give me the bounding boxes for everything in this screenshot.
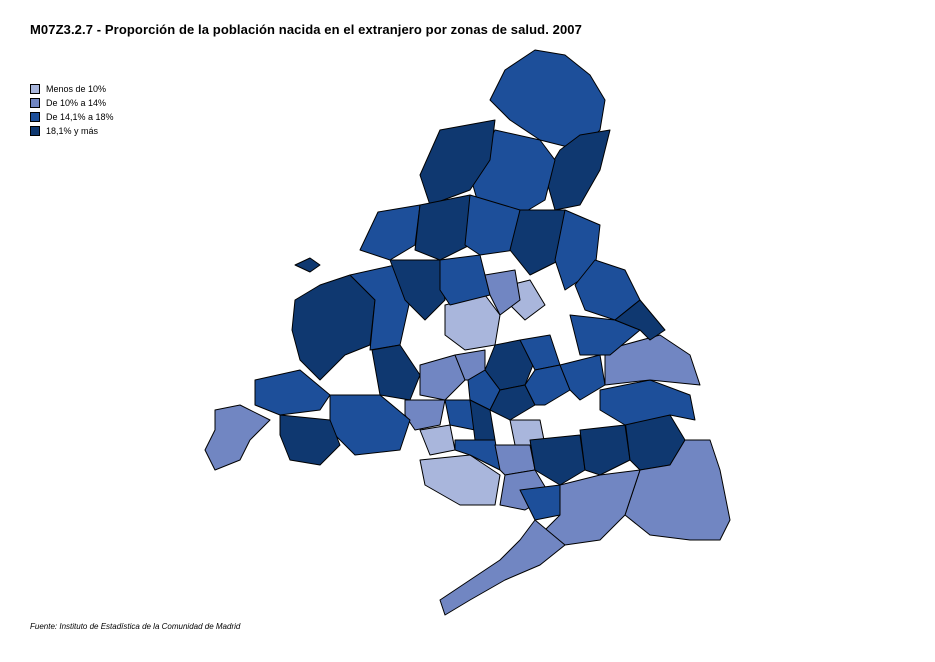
legend-swatch	[30, 84, 40, 94]
zone-wc-2	[454, 349, 486, 381]
legend-item-14-18: De 14,1% a 18%	[30, 110, 114, 124]
zone-north-west	[419, 119, 496, 206]
zone-madrid-core-4	[489, 384, 536, 421]
zone-southeast-large	[624, 439, 731, 541]
zone-southwest-1	[254, 369, 331, 416]
zone-east-5	[614, 299, 666, 341]
zone-se-1	[529, 434, 586, 486]
map-legend: Menos de 10% De 10% a 14% De 14,1% a 18%…	[30, 82, 114, 138]
legend-item-menos-10: Menos de 10%	[30, 82, 114, 96]
zone-upper-mid	[464, 194, 521, 256]
zone-east-4	[569, 314, 641, 356]
zone-upper-west-2	[414, 194, 471, 261]
zone-south-1	[454, 439, 501, 471]
zone-wc-3	[404, 399, 446, 431]
legend-label: De 10% a 14%	[46, 98, 107, 108]
zone-east-3	[604, 334, 701, 386]
legend-swatch	[30, 98, 40, 108]
zone-upper-east	[509, 209, 566, 276]
legend-label: Menos de 10%	[46, 84, 107, 94]
legend-item-10-14: De 10% a 14%	[30, 96, 114, 110]
zone-east-2	[599, 379, 696, 426]
zone-wc-1	[419, 354, 466, 401]
zone-se-2	[579, 424, 631, 476]
zone-madrid-east	[559, 354, 606, 401]
zone-north-east	[544, 129, 611, 211]
legend-swatch	[30, 126, 40, 136]
legend-label: De 14,1% a 18%	[46, 112, 114, 122]
zone-west-large	[291, 274, 376, 381]
zone-southwest-tail	[204, 404, 271, 471]
legend-label: 18,1% y más	[46, 126, 99, 136]
zone-upper-west-1	[359, 204, 421, 261]
source-note: Fuente: Instituto de Estadística de la C…	[30, 622, 241, 631]
zone-west-3	[371, 344, 421, 401]
zone-southwest-2	[329, 394, 411, 456]
zone-island	[294, 257, 321, 273]
zone-west-2	[389, 259, 446, 321]
zone-southwest-3	[279, 414, 341, 466]
zone-center-n	[484, 269, 521, 316]
zone-center-nw	[439, 254, 491, 306]
zone-wc-4	[419, 424, 456, 456]
legend-swatch	[30, 112, 40, 122]
zone-south-4	[519, 484, 561, 521]
zone-south-large	[544, 469, 641, 546]
legend-item-18-mas: 18,1% y más	[30, 124, 114, 138]
map-title: M07Z3.2.7 - Proporción de la población n…	[30, 22, 582, 37]
zone-south-tail	[439, 519, 566, 616]
